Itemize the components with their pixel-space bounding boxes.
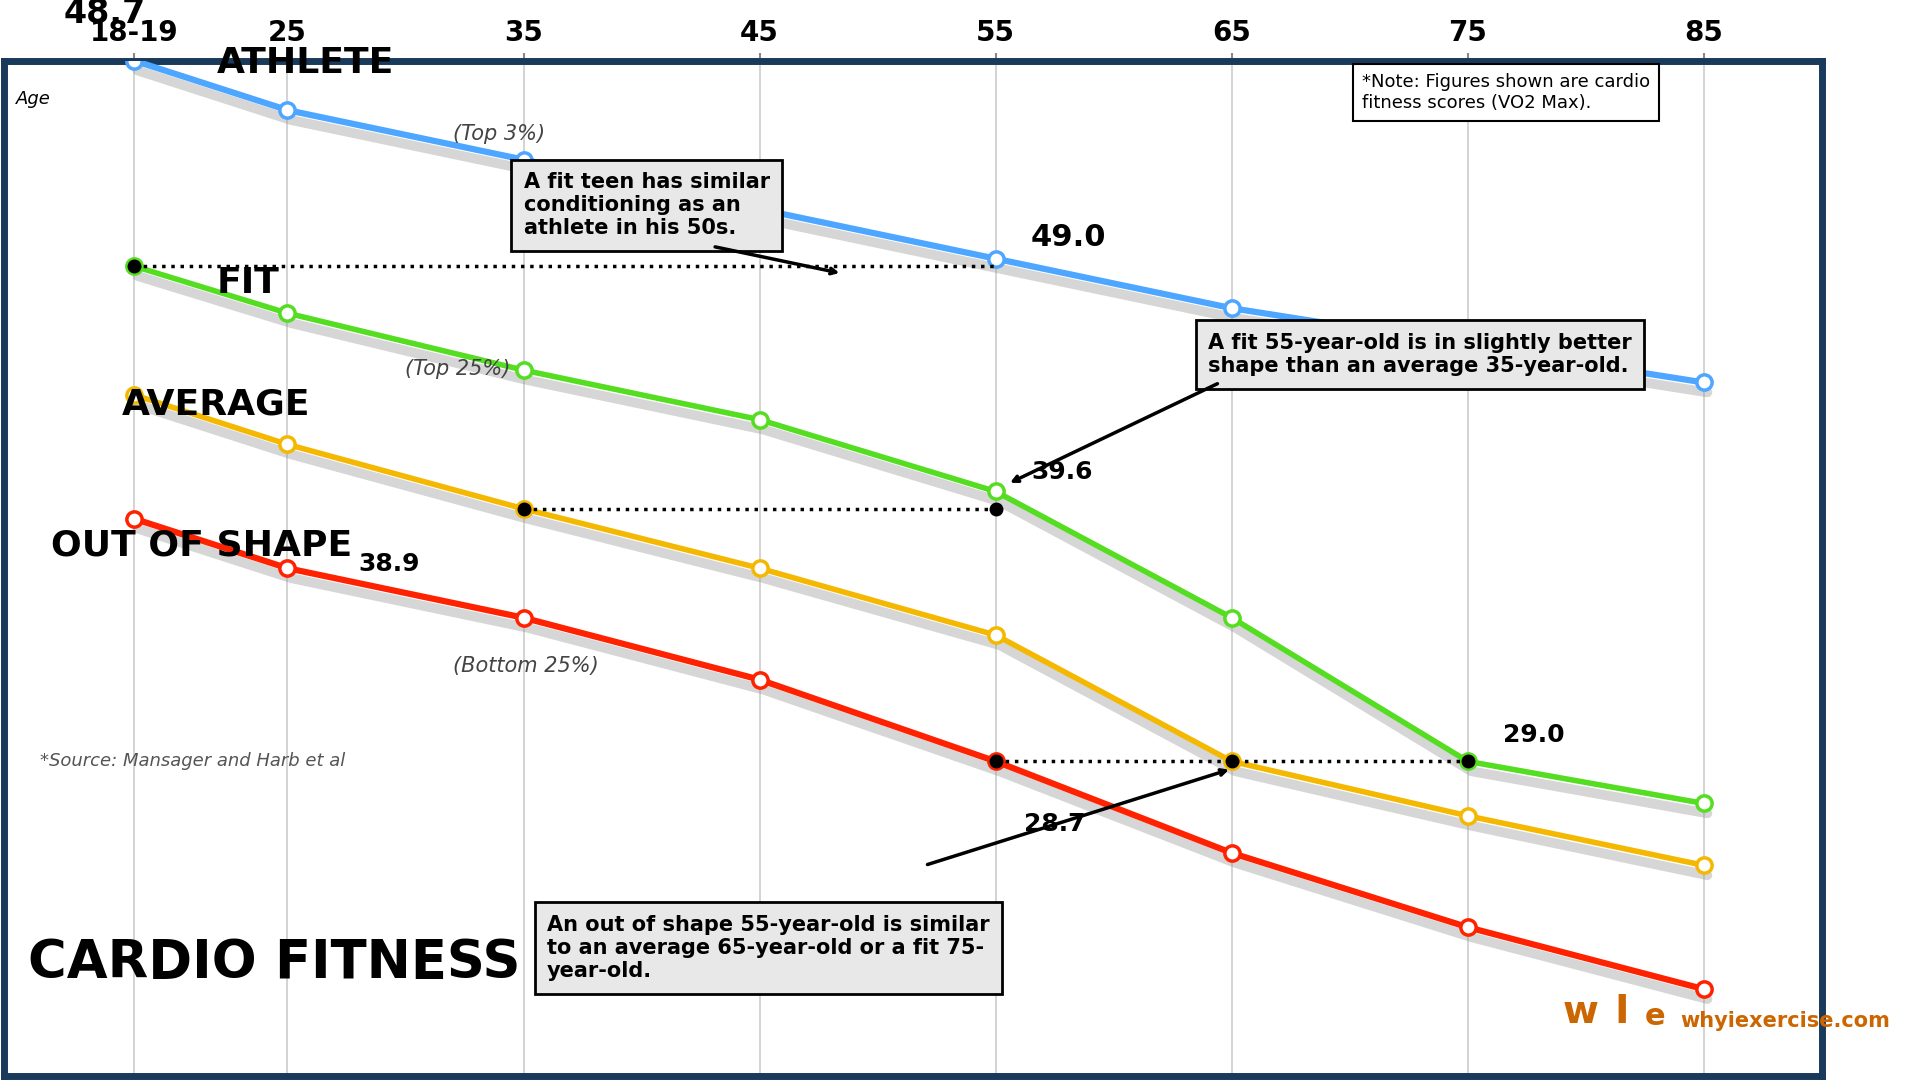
Text: A fit 55-year-old is in slightly better
shape than an average 35-year-old.: A fit 55-year-old is in slightly better … — [1208, 333, 1632, 376]
Text: 38.9: 38.9 — [359, 552, 420, 576]
Text: *Note: Figures shown are cardio
fitness scores (VO2 Max).: *Note: Figures shown are cardio fitness … — [1361, 73, 1649, 111]
Text: 29.0: 29.0 — [1503, 723, 1565, 746]
Text: *Source: Mansager and Harb et al: *Source: Mansager and Harb et al — [40, 753, 346, 770]
Text: A fit teen has similar
conditioning as an
athlete in his 50s.: A fit teen has similar conditioning as a… — [524, 172, 770, 239]
Text: 28.7: 28.7 — [1023, 812, 1085, 836]
Text: w: w — [1563, 994, 1597, 1031]
Text: (Top 25%): (Top 25%) — [405, 359, 511, 379]
Text: AVERAGE: AVERAGE — [123, 388, 311, 421]
Text: CARDIO FITNESS OF MEN: CARDIO FITNESS OF MEN — [27, 937, 770, 989]
Text: (Top 3%): (Top 3%) — [453, 124, 545, 144]
Text: An out of shape 55-year-old is similar
to an average 65-year-old or a fit 75-
ye: An out of shape 55-year-old is similar t… — [547, 915, 989, 982]
Text: (Bottom 25%): (Bottom 25%) — [453, 657, 599, 676]
Text: ATHLETE: ATHLETE — [217, 46, 394, 80]
Text: 49.0: 49.0 — [1031, 224, 1106, 253]
Text: whyiexercise.com: whyiexercise.com — [1680, 1011, 1889, 1031]
Text: e: e — [1645, 1002, 1665, 1031]
Text: OUT OF SHAPE: OUT OF SHAPE — [52, 529, 353, 563]
Text: I: I — [1615, 994, 1628, 1031]
Text: Age: Age — [15, 91, 50, 108]
Text: FIT: FIT — [217, 267, 280, 300]
Text: 39.6: 39.6 — [1031, 460, 1092, 484]
Text: 48.7: 48.7 — [63, 0, 146, 30]
